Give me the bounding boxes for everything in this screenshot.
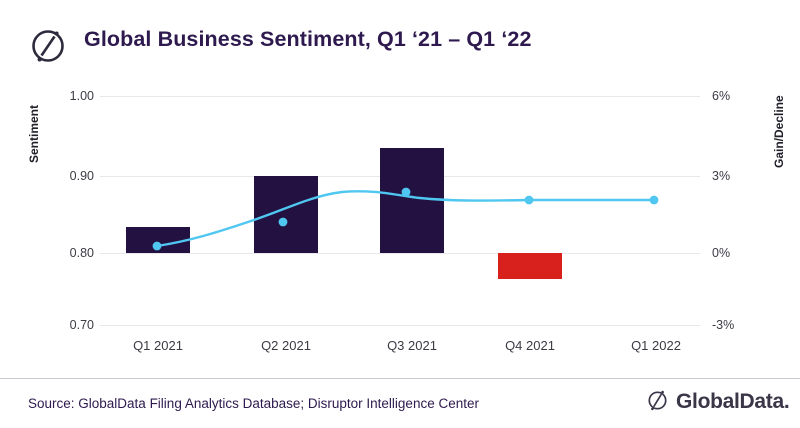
bar-q3-2021 — [380, 148, 444, 253]
footer-logo-text: GlobalData. — [676, 390, 790, 413]
y-tick-left-1: 0.90 — [69, 169, 94, 183]
source-note: Source: GlobalData Filing Analytics Data… — [28, 396, 479, 411]
y-tick-left-3: 0.70 — [69, 318, 94, 332]
gridline-1-00 — [100, 96, 700, 97]
bar-q1-2021 — [126, 227, 190, 253]
x-tick-q2-2021: Q2 2021 — [261, 338, 311, 353]
plot-area — [100, 96, 700, 326]
y-tick-left-2: 0.80 — [69, 246, 94, 260]
footer-logo: GlobalData. — [645, 386, 790, 419]
y-tick-right-1: 3% — [712, 169, 731, 183]
bar-q2-2021 — [254, 176, 318, 253]
x-tick-q1-2022: Q1 2022 — [631, 338, 681, 353]
y-tick-left-0: 1.00 — [69, 89, 94, 103]
globaldata-mark-icon — [645, 386, 671, 419]
gridline-0-70 — [100, 325, 700, 326]
footer-divider — [0, 378, 800, 379]
y-tick-right-2: 0% — [712, 246, 731, 260]
x-tick-q4-2021: Q4 2021 — [505, 338, 555, 353]
chart-header: Global Business Sentiment, Q1 ‘21 – Q1 ‘… — [0, 0, 800, 76]
globaldata-mark-icon — [26, 22, 72, 68]
gridline-0-80 — [100, 253, 700, 254]
x-tick-q1-2021: Q1 2021 — [133, 338, 183, 353]
page-title: Global Business Sentiment, Q1 ‘21 – Q1 ‘… — [84, 27, 532, 51]
y-tick-right-3: -3% — [712, 318, 735, 332]
bar-q4-2021 — [498, 253, 562, 279]
y-tick-right-0: 6% — [712, 89, 731, 103]
y-axis-title-left: Sentiment — [27, 104, 41, 163]
x-tick-q3-2021: Q3 2021 — [387, 338, 437, 353]
y-axis-title-right: Gain/Decline — [772, 95, 786, 168]
